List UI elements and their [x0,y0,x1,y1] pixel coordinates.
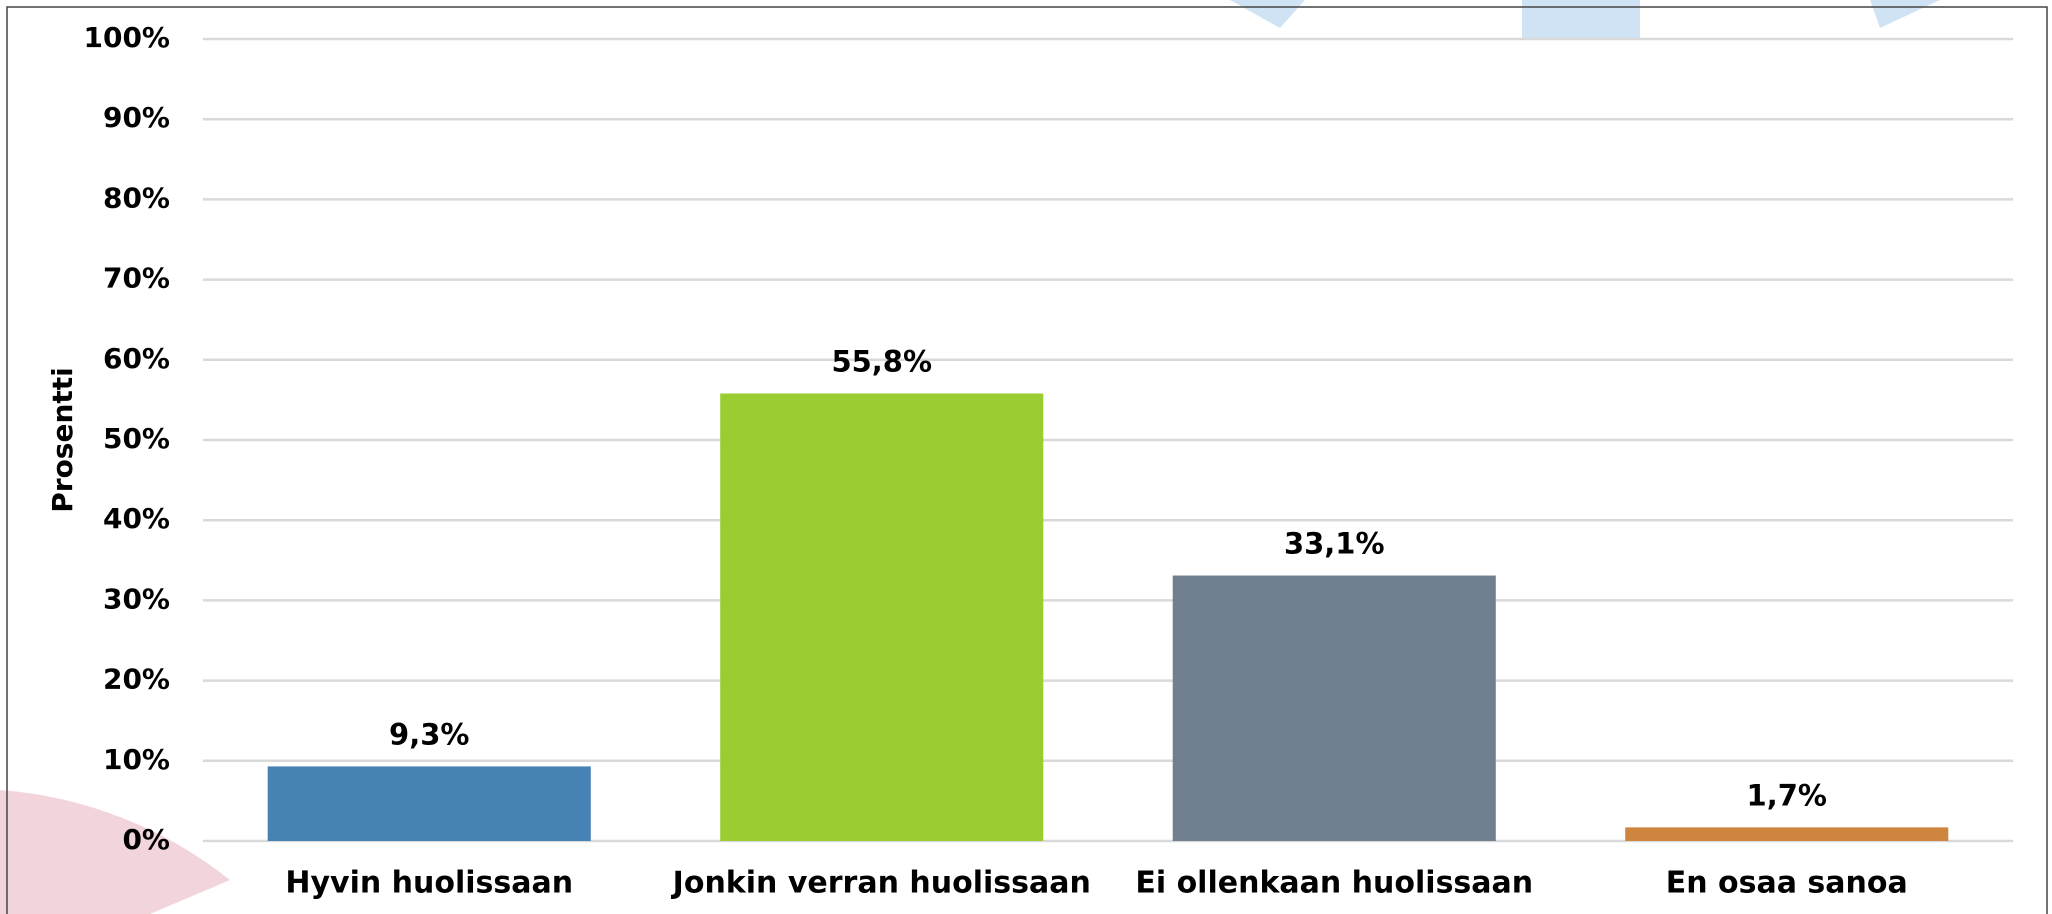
y-tick-label: 50% [103,422,170,455]
y-tick-label: 30% [103,582,170,615]
background-decoration [1230,0,1305,28]
bar [1625,827,1949,841]
bar [267,766,591,841]
bar [720,393,1044,841]
x-tick-label: En osaa sanoa [1666,866,1908,901]
x-tick-label: Jonkin verran huolissaan [671,866,1091,901]
y-tick-label: 10% [103,743,170,776]
y-tick-label: 60% [103,342,170,375]
x-tick-label: Hyvin huolissaan [285,866,573,901]
value-label: 1,7% [1747,778,1827,812]
chart-border [6,6,2048,914]
y-tick-label: 40% [103,502,170,535]
y-tick-label: 90% [103,101,170,134]
y-tick-label: 20% [103,663,170,696]
y-tick-label: 0% [122,823,170,856]
background-decoration [1870,0,1940,28]
x-tick-label: Ei ollenkaan huolissaan [1135,866,1533,901]
background-decoration [1522,0,1640,39]
bar [1172,575,1496,841]
background-decoration [0,790,230,914]
y-tick-label: 80% [103,181,170,214]
y-axis-label: Prosentti [46,367,79,513]
y-tick-label: 70% [103,262,170,295]
value-label: 9,3% [389,717,469,751]
y-tick-label: 100% [83,21,170,54]
value-label: 55,8% [831,344,932,378]
value-label: 33,1% [1284,527,1385,561]
